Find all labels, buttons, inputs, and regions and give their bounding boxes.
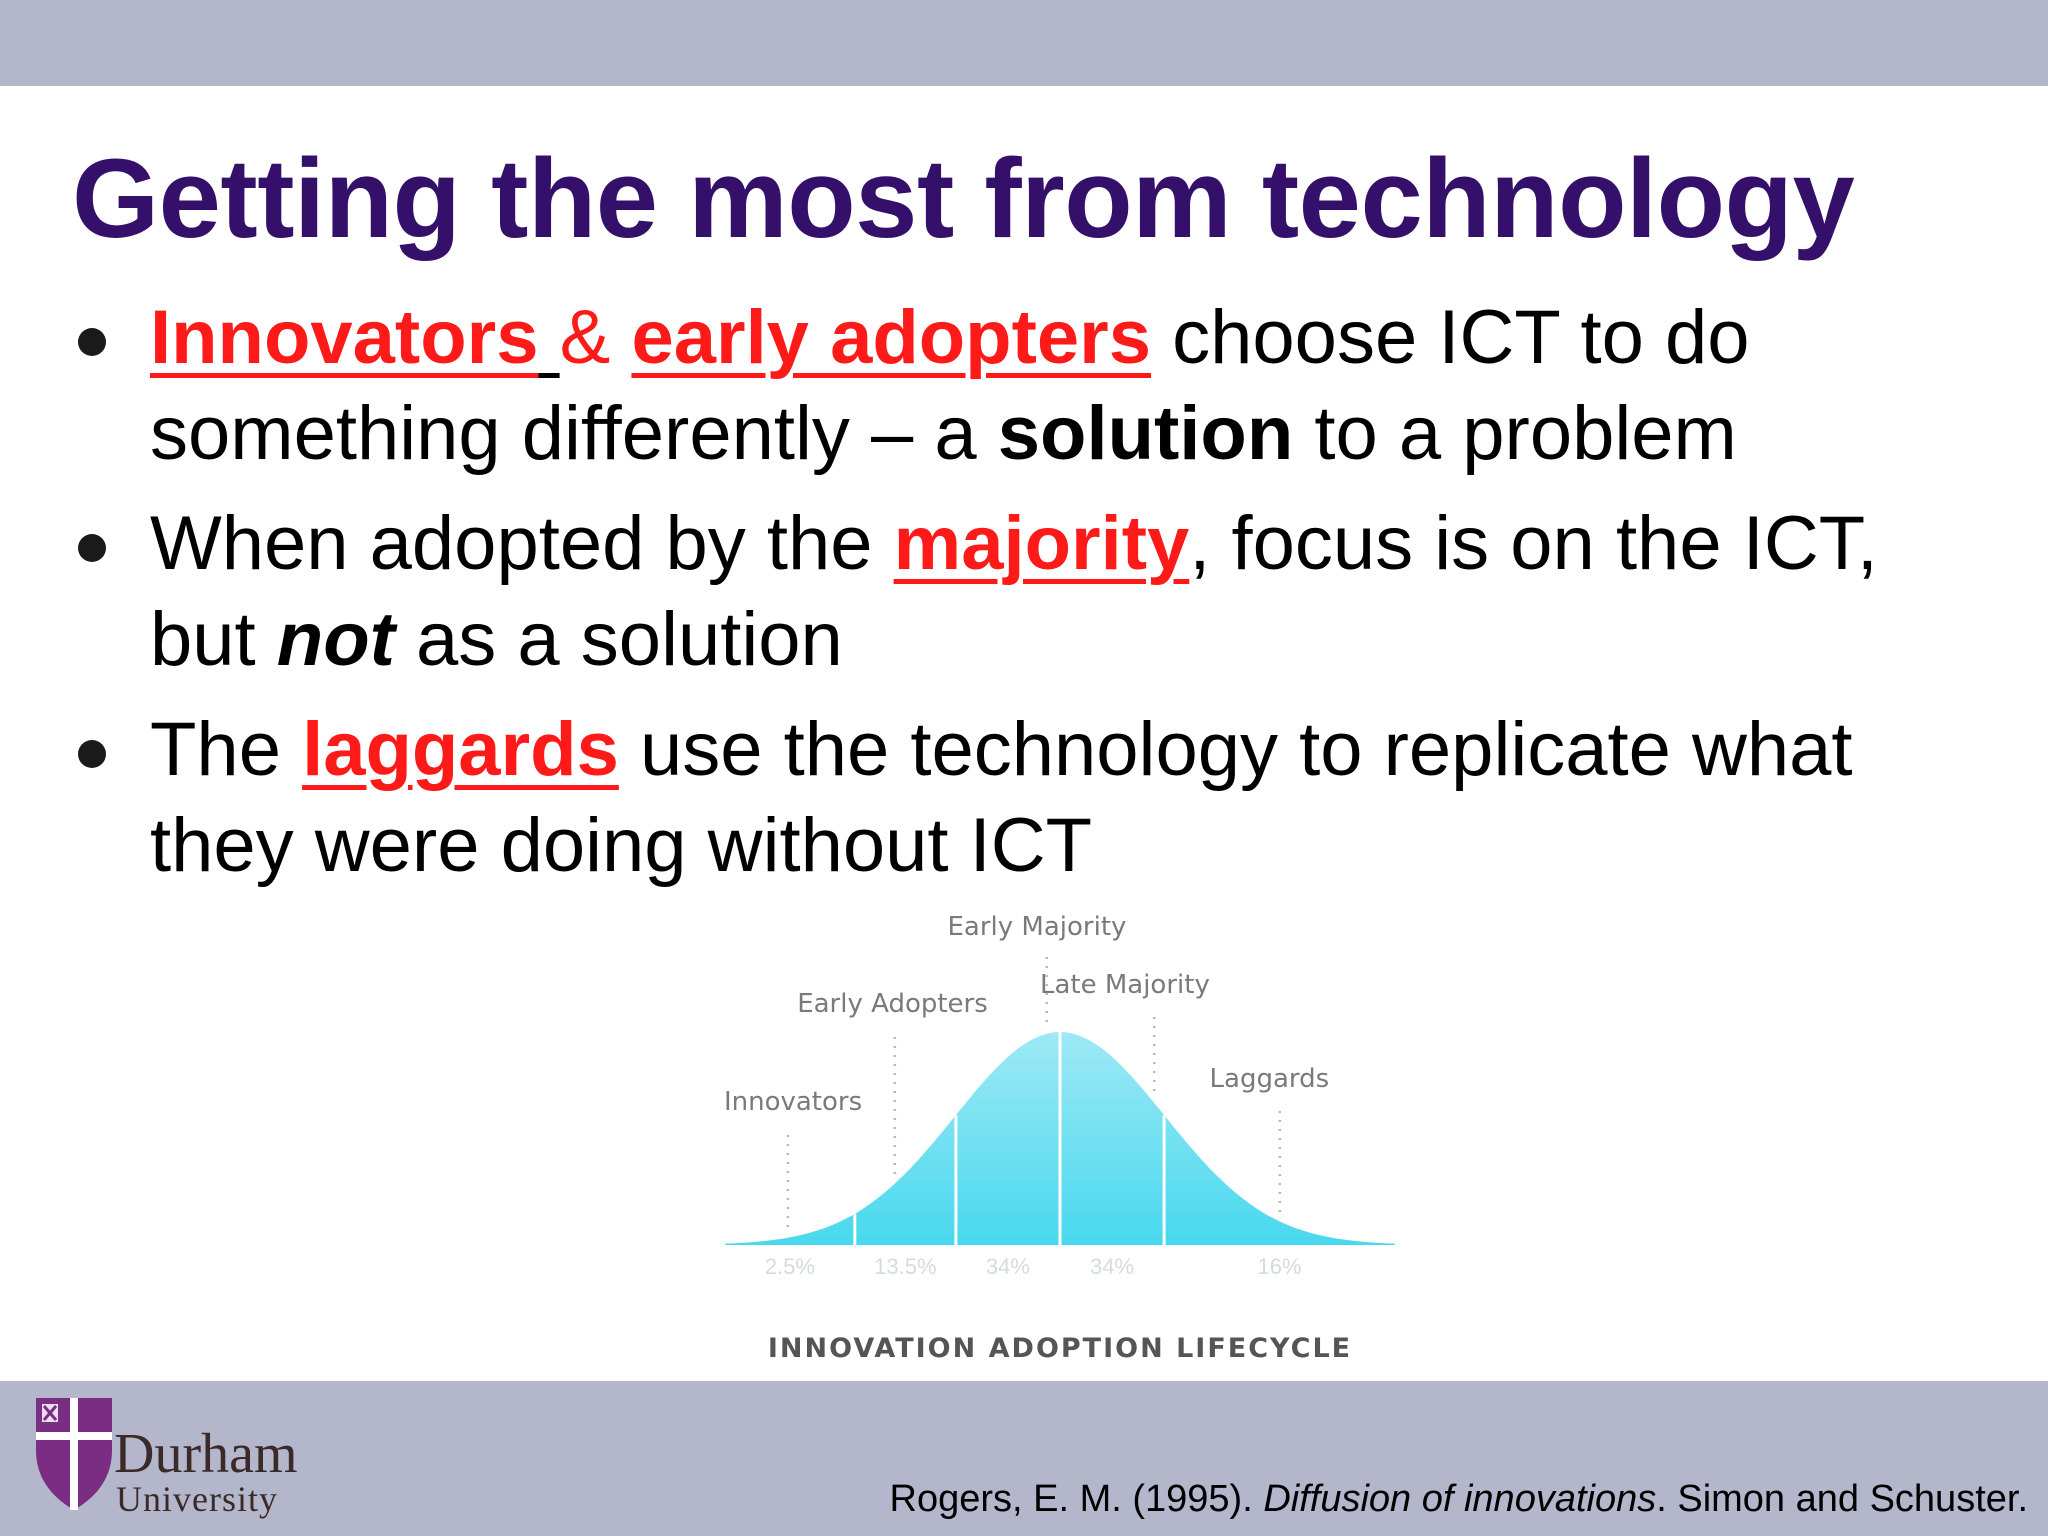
value-label: 2.5% [765, 1254, 815, 1279]
bullet-dot-icon [78, 740, 106, 768]
bullet-text: to a problem [1293, 391, 1737, 476]
citation-title: Diffusion of innovations [1263, 1478, 1657, 1520]
ampersand: & [559, 295, 611, 380]
emphasis-not: not [276, 597, 395, 682]
top-band [0, 0, 2048, 86]
value-label: 34% [986, 1254, 1030, 1279]
value-label: 13.5% [874, 1254, 936, 1279]
chart-svg: 2.5% 13.5% 34% 34% 16% Innovators Early Adopte… [724, 912, 1395, 1364]
term-laggards: laggards [302, 707, 619, 792]
bullet-item: The laggards use the technology to repli… [72, 702, 1972, 894]
logo-subtitle: University [116, 1479, 278, 1519]
term-innovators: Innovators [150, 295, 539, 380]
bullet-item: Innovators & early adopters choose ICT t… [72, 290, 1972, 482]
bullet-text: The [150, 707, 303, 792]
emphasis-solution: solution [997, 391, 1294, 476]
gap-text [610, 295, 631, 380]
adoption-lifecycle-chart: 2.5% 13.5% 34% 34% 16% Innovators Early Adopte… [690, 905, 1420, 1385]
chart-title: INNOVATION ADOPTION LIFECYCLE [768, 1333, 1352, 1364]
value-label: 34% [1090, 1254, 1134, 1279]
bullet-dot-icon [78, 328, 106, 356]
bullet-text: as a solution [394, 597, 843, 682]
footer-band [0, 1381, 2048, 1536]
bullet-item: When adopted by the majority, focus is o… [72, 496, 1972, 688]
bullet-text: , focus is on the ICT, but [150, 501, 1878, 682]
citation-publisher: . Simon and Schuster. [1656, 1478, 2028, 1520]
bullet-text: use the technology to replicate what the… [150, 707, 1853, 888]
underlined-space [539, 295, 560, 380]
durham-crest-icon [36, 1398, 112, 1510]
slide-title: Getting the most from technology [72, 136, 1855, 261]
bullet-list: Innovators & early adopters choose ICT t… [72, 290, 1972, 908]
term-early-adopters: early adopters [631, 295, 1152, 380]
bullet-text: When adopted by the [150, 501, 894, 586]
citation: Rogers, E. M. (1995). Diffusion of innov… [890, 1478, 2028, 1521]
category-label: Early Adopters [797, 989, 988, 1019]
category-label: Innovators [724, 1087, 862, 1117]
term-majority: majority [893, 501, 1190, 586]
bullet-text: choose ICT to do something differently –… [150, 295, 1750, 476]
bullet-dot-icon [78, 534, 106, 562]
category-label: Late Majority [1040, 970, 1210, 1000]
citation-author: Rogers, E. M. (1995). [889, 1478, 1264, 1520]
value-label: 16% [1258, 1254, 1302, 1279]
category-label: Early Majority [948, 912, 1127, 942]
category-label: Laggards [1210, 1064, 1330, 1094]
logo-wordmark: Durham [114, 1423, 298, 1485]
